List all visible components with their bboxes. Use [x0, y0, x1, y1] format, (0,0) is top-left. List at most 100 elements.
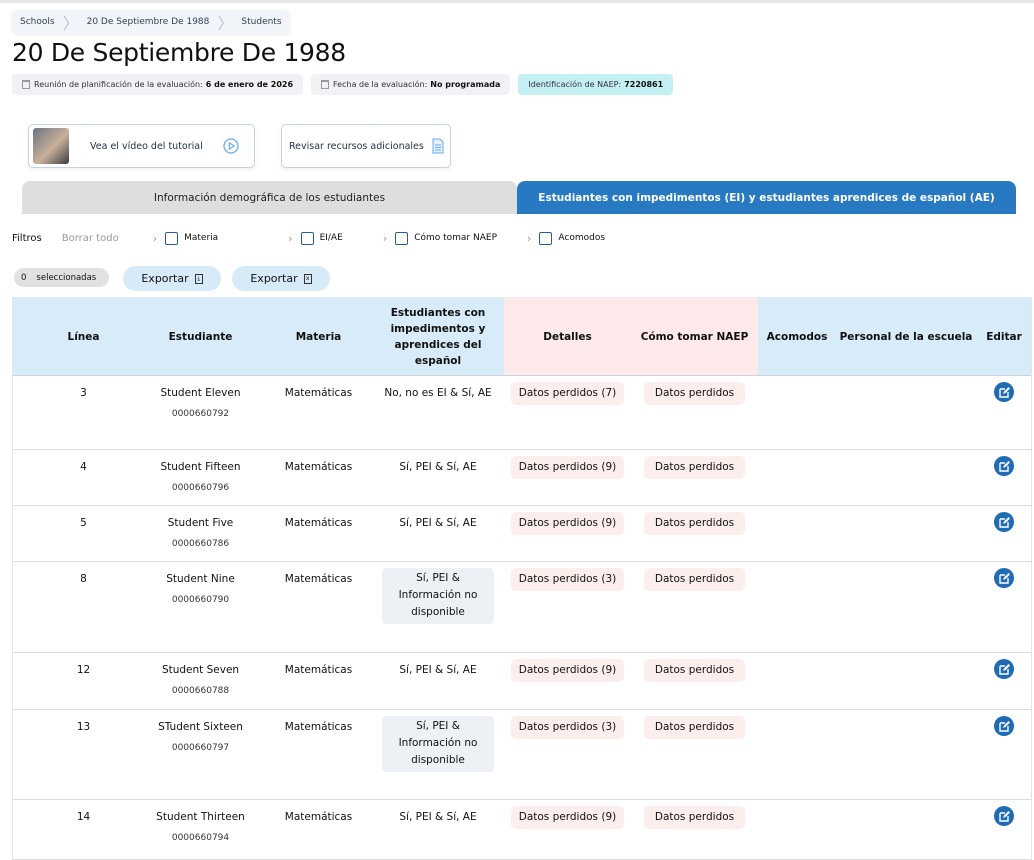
student-name[interactable]: Student Seven — [161, 664, 240, 676]
edit-button[interactable] — [994, 716, 1014, 736]
filter-label: Cómo tomar NAEP — [414, 233, 497, 243]
col-subject[interactable]: Materia — [295, 330, 342, 343]
naep-label: Identificación de NAEP: — [528, 80, 622, 89]
ei-ae-cell: Sí, PEI & Información no disponible — [382, 568, 494, 624]
missing-data-badge[interactable]: Datos perdidos (3) — [510, 568, 625, 591]
missing-data-badge[interactable]: Datos perdidos (3) — [510, 716, 625, 739]
student-name[interactable]: Student Fifteen — [160, 461, 241, 473]
breadcrumb: Schools 〉 20 De Septiembre De 1988 〉 Stude… — [12, 10, 290, 34]
student-id: 0000660790 — [171, 595, 230, 605]
checkbox[interactable] — [539, 231, 553, 245]
col-edit: Editar — [986, 330, 1022, 343]
filter-ei-ae[interactable]: › EI/AE — [288, 231, 343, 245]
edit-button[interactable] — [994, 512, 1014, 532]
calendar-icon — [22, 80, 30, 89]
details-cell: Datos perdidos (7) — [504, 382, 631, 405]
line-cell: 8 — [80, 573, 87, 585]
missing-data-badge[interactable]: Datos perdidos (9) — [510, 806, 625, 829]
student-cell: Student Nine 0000660790 — [143, 571, 258, 609]
subject-cell: Matemáticas — [284, 517, 353, 529]
student-cell: Student Seven 0000660788 — [143, 662, 258, 700]
col-school-staff[interactable]: Personal de la escuela — [839, 330, 973, 343]
subject-cell: Matemáticas — [284, 573, 353, 585]
details-cell: Datos perdidos (9) — [504, 659, 631, 682]
export-pdf-button[interactable]: Exportar ⤓ — [123, 266, 221, 291]
line-cell: 12 — [76, 664, 91, 676]
tab-disabilities-ell[interactable]: Estudiantes con impedimentos (EI) y estu… — [517, 181, 1016, 214]
tab-demographics[interactable]: Información demográfica de los estudiant… — [22, 181, 517, 214]
edit-button[interactable] — [994, 456, 1014, 476]
table-row: 5 Student Five 0000660786 Matemáticas Sí,… — [13, 506, 1031, 562]
missing-data-badge[interactable]: Datos perdidos — [643, 716, 746, 739]
col-ei-ae[interactable]: Estudiantes con impedimentos y aprendice… — [390, 306, 486, 367]
breadcrumb-separator: 〉 — [62, 14, 79, 33]
missing-data-badge[interactable]: Datos perdidos — [643, 659, 746, 682]
details-cell: Datos perdidos (9) — [504, 512, 631, 535]
student-name[interactable]: Student Eleven — [160, 387, 241, 399]
table-row: 8 Student Nine 0000660790 Matemáticas Sí,… — [13, 562, 1031, 653]
tutorial-label: Vea el vídeo del tutorial — [90, 140, 203, 152]
edit-icon — [998, 663, 1010, 675]
chevron-right-icon: › — [288, 231, 293, 245]
student-name[interactable]: Student Nine — [166, 573, 235, 585]
student-id: 0000660792 — [171, 409, 230, 419]
filter-label: Acomodos — [558, 233, 606, 243]
missing-data-badge[interactable]: Datos perdidos — [643, 568, 746, 591]
additional-resources-card[interactable]: Revisar recursos adicionales — [281, 124, 451, 168]
how-naep-cell: Datos perdidos — [631, 568, 758, 591]
edit-button[interactable] — [994, 382, 1014, 402]
missing-data-badge[interactable]: Datos perdidos — [643, 456, 746, 479]
student-id: 0000660794 — [171, 833, 230, 843]
filter-naep[interactable]: › Cómo tomar NAEP — [383, 231, 497, 245]
export-label: Exportar — [141, 272, 189, 285]
line-cell: 3 — [80, 387, 87, 399]
breadcrumb-students[interactable]: Students — [241, 17, 282, 27]
breadcrumb-schools[interactable]: Schools — [20, 17, 55, 27]
how-naep-cell: Datos perdidos — [631, 806, 758, 829]
ei-ae-cell: No, no es EI & Sí, AE — [382, 385, 494, 402]
missing-data-badge[interactable]: Datos perdidos — [643, 382, 746, 405]
edit-button[interactable] — [994, 568, 1014, 588]
missing-data-badge[interactable]: Datos perdidos — [643, 512, 746, 535]
missing-data-badge[interactable]: Datos perdidos — [643, 806, 746, 829]
student-name[interactable]: STudent Sixteen — [158, 721, 243, 733]
how-naep-cell: Datos perdidos — [631, 512, 758, 535]
how-naep-cell: Datos perdidos — [631, 659, 758, 682]
tutorial-video-card[interactable]: Vea el vídeo del tutorial — [28, 124, 255, 168]
col-how-naep[interactable]: Cómo tomar NAEP — [640, 330, 749, 343]
edit-icon — [998, 460, 1010, 472]
missing-data-badge[interactable]: Datos perdidos (9) — [510, 512, 625, 535]
export-excel-button[interactable]: Exportar x — [232, 266, 330, 291]
selected-count: 0 — [21, 272, 27, 283]
line-cell: 14 — [76, 811, 91, 823]
col-accommodations[interactable]: Acomodos — [766, 330, 828, 343]
edit-button[interactable] — [994, 806, 1014, 826]
subject-cell: Matemáticas — [284, 461, 353, 473]
checkbox[interactable] — [165, 231, 179, 245]
filter-materia[interactable]: › Materia — [153, 231, 218, 245]
col-details[interactable]: Detalles — [543, 330, 592, 343]
student-name[interactable]: Student Thirteen — [156, 811, 245, 823]
missing-data-badge[interactable]: Datos perdidos (7) — [510, 382, 625, 405]
col-student[interactable]: Estudiante — [168, 330, 233, 343]
date-label: Fecha de la evaluación: — [333, 80, 428, 89]
student-id: 0000660786 — [171, 539, 230, 549]
student-cell: Student Fifteen 0000660796 — [143, 459, 258, 497]
student-name[interactable]: Student Five — [167, 517, 234, 529]
missing-data-badge[interactable]: Datos perdidos (9) — [510, 456, 625, 479]
edit-button[interactable] — [994, 659, 1014, 679]
header-highlight — [504, 297, 758, 375]
filter-acomodos[interactable]: › Acomodos — [527, 231, 606, 245]
breadcrumb-separator: 〉 — [217, 14, 234, 33]
col-line[interactable]: Línea — [67, 330, 100, 343]
details-cell: Datos perdidos (9) — [504, 806, 631, 829]
breadcrumb-school[interactable]: 20 De Septiembre De 1988 — [86, 17, 210, 27]
export-label: Exportar — [250, 272, 298, 285]
checkbox[interactable] — [395, 231, 409, 245]
how-naep-cell: Datos perdidos — [631, 716, 758, 739]
checkbox[interactable] — [300, 231, 314, 245]
missing-data-badge[interactable]: Datos perdidos (9) — [510, 659, 625, 682]
details-cell: Datos perdidos (3) — [504, 716, 631, 739]
clear-all-button[interactable]: Borrar todo — [61, 232, 119, 244]
table-row: 14 Student Thirteen 0000660794 Matemática… — [13, 800, 1031, 860]
